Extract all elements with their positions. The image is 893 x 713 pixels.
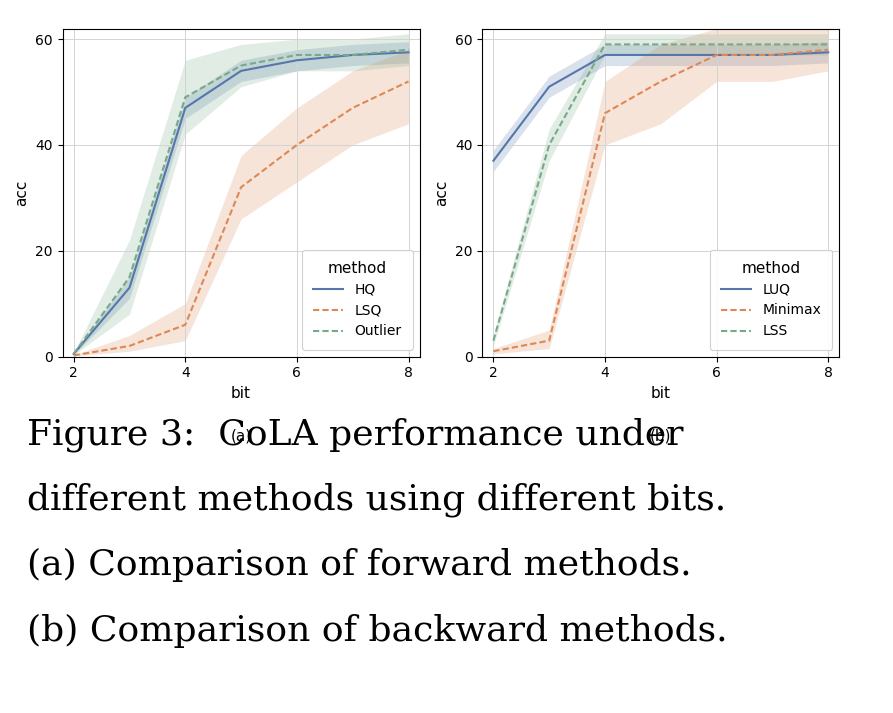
LUQ [823, 48, 834, 56]
Minimax [488, 347, 499, 356]
Outlier [69, 349, 79, 358]
Minimax [823, 46, 834, 54]
HQ [404, 48, 414, 56]
HQ [236, 66, 246, 75]
Minimax [767, 51, 778, 59]
Text: (a) Comparison of forward methods.: (a) Comparison of forward methods. [27, 548, 691, 583]
LSS [600, 40, 611, 48]
Minimax [544, 337, 555, 345]
HQ [124, 284, 135, 292]
HQ [292, 56, 303, 65]
LSQ [292, 140, 303, 149]
LSQ [404, 77, 414, 86]
Y-axis label: acc: acc [434, 180, 449, 205]
Line: Minimax: Minimax [494, 50, 829, 352]
Legend: LUQ, Minimax, LSS: LUQ, Minimax, LSS [710, 250, 832, 349]
LSS [823, 40, 834, 48]
LSS [712, 40, 722, 48]
X-axis label: bit: bit [231, 386, 251, 401]
LSQ [124, 342, 135, 350]
Outlier [404, 46, 414, 54]
LSQ [236, 183, 246, 192]
LSQ [180, 320, 191, 329]
Outlier [124, 273, 135, 282]
LSS [544, 140, 555, 149]
Outlier [236, 61, 246, 70]
LUQ [767, 51, 778, 59]
LUQ [655, 51, 666, 59]
Outlier [180, 93, 191, 101]
Line: LSQ: LSQ [74, 81, 409, 356]
HQ [347, 51, 358, 59]
LSQ [347, 103, 358, 112]
LSQ [69, 352, 79, 360]
LSS [655, 40, 666, 48]
LSS [488, 337, 499, 345]
Line: LUQ: LUQ [494, 52, 829, 160]
Text: (a): (a) [230, 429, 252, 443]
Text: Figure 3:  CoLA performance under: Figure 3: CoLA performance under [27, 417, 683, 451]
Text: (b) Comparison of backward methods.: (b) Comparison of backward methods. [27, 614, 728, 648]
X-axis label: bit: bit [651, 386, 671, 401]
Text: (b): (b) [650, 429, 672, 443]
Line: HQ: HQ [74, 52, 409, 354]
LUQ [544, 83, 555, 91]
Minimax [600, 109, 611, 118]
LSS [767, 40, 778, 48]
Minimax [712, 51, 722, 59]
Text: different methods using different bits.: different methods using different bits. [27, 483, 726, 517]
Legend: HQ, LSQ, Outlier: HQ, LSQ, Outlier [302, 250, 413, 349]
LUQ [488, 156, 499, 165]
LUQ [712, 51, 722, 59]
HQ [180, 103, 191, 112]
Outlier [347, 51, 358, 59]
LUQ [600, 51, 611, 59]
Line: LSS: LSS [494, 44, 829, 341]
Outlier [292, 51, 303, 59]
Minimax [655, 77, 666, 86]
Line: Outlier: Outlier [74, 50, 409, 354]
HQ [69, 349, 79, 358]
Y-axis label: acc: acc [14, 180, 29, 205]
